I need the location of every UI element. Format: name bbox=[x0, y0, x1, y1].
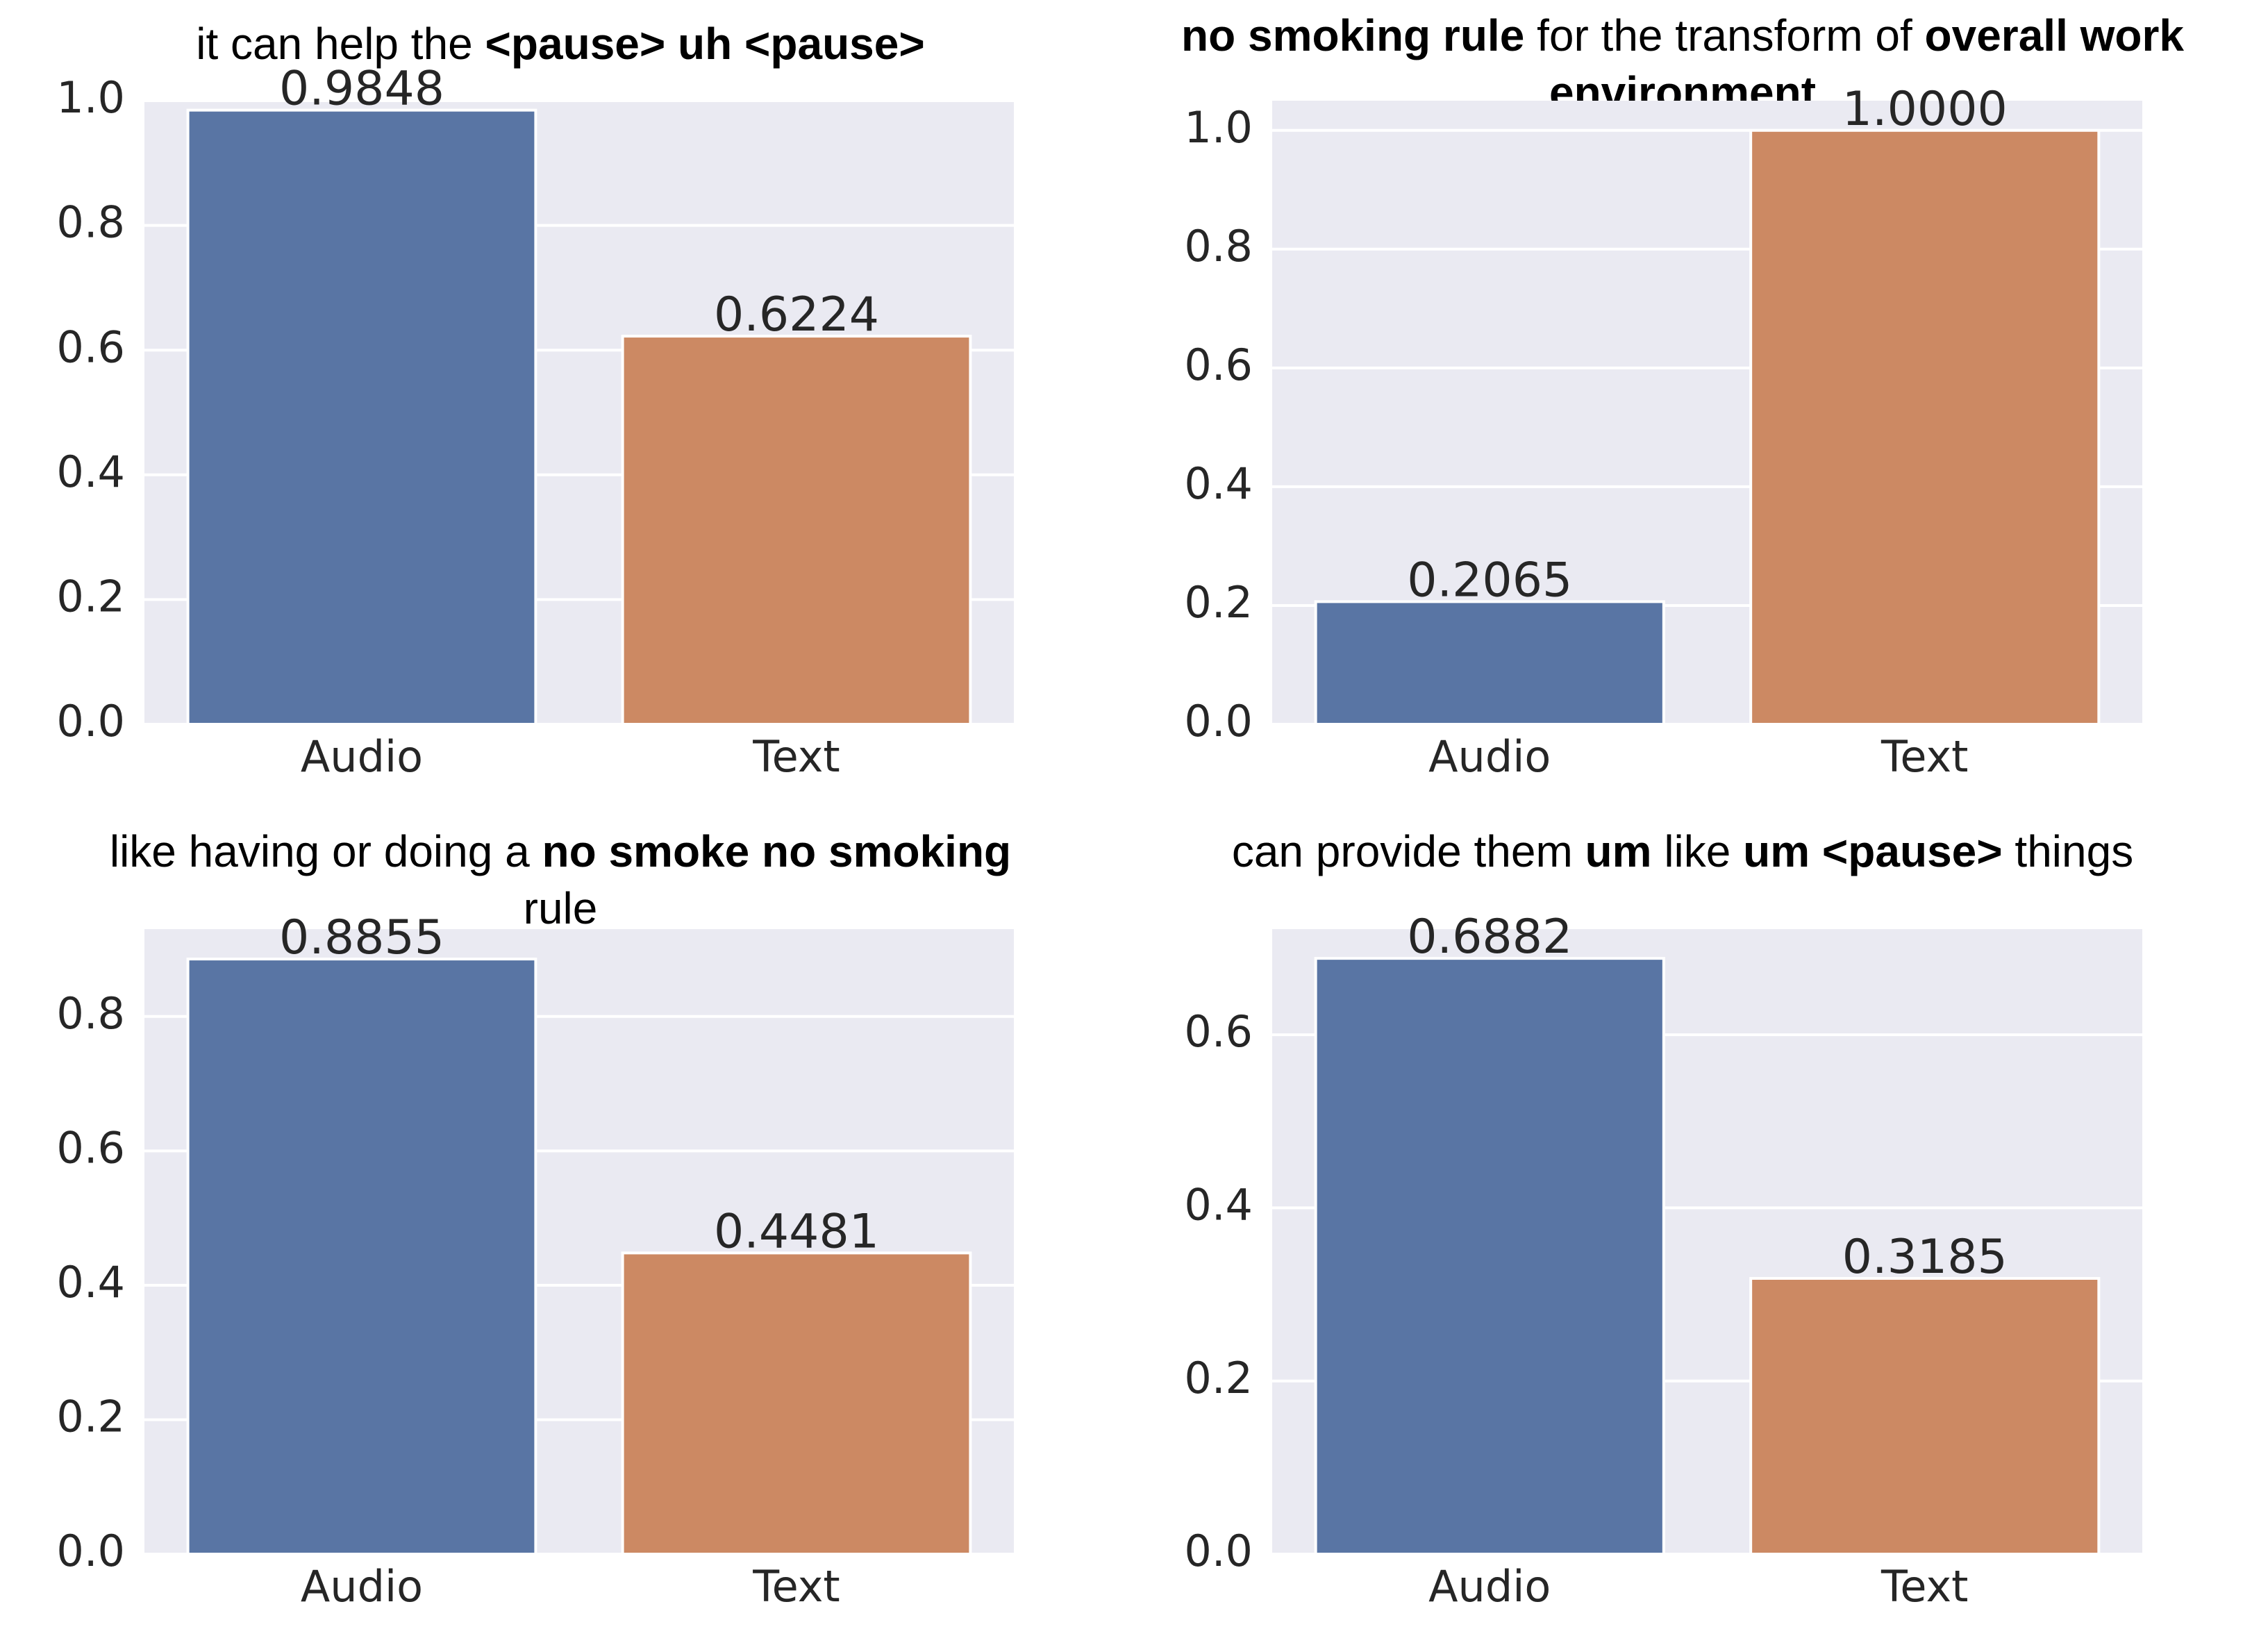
chart-3-value-label-text: 0.4481 bbox=[714, 1204, 879, 1259]
chart-1: 0.0 0.2 0.4 0.6 0.8 1.0 0.9848 Audio 0.6224 Text bbox=[56, 62, 1014, 782]
chart-4-ytick-label: 0.6 bbox=[1184, 1006, 1253, 1057]
chart-3-xtick-label-audio: Audio bbox=[301, 1561, 423, 1612]
chart-3-ytick-label: 0.4 bbox=[56, 1257, 125, 1308]
chart-2-ytick-label: 0.8 bbox=[1184, 221, 1253, 272]
chart-3-xtick-label-text: Text bbox=[752, 1561, 840, 1612]
plot-area-group: 0.00.20.40.60.81.0 0.9848Audio0.6224Text0… bbox=[56, 62, 2142, 1612]
chart-4-bar-audio bbox=[1314, 957, 1665, 1555]
chart-2-value-label-text: 1.0000 bbox=[1842, 82, 2008, 137]
chart-4-ytick-label: 0.2 bbox=[1184, 1353, 1253, 1403]
chart-1-value-label-audio: 0.9848 bbox=[279, 62, 444, 117]
chart-3-ytick-label: 0.0 bbox=[56, 1526, 125, 1576]
chart-3-bar-text bbox=[621, 1251, 972, 1556]
chart-2-ytick-label: 0.2 bbox=[1184, 577, 1253, 628]
chart-3-title: like having or doing a no smoke no smoki… bbox=[110, 826, 1011, 933]
chart-2-value-label-audio: 0.2065 bbox=[1407, 553, 1572, 608]
chart-2: 0.0 0.2 0.4 0.6 0.8 1.0 0.2065 Audio 1.0000 Text bbox=[1184, 82, 2142, 782]
chart-4-title-line-1: can provide them um like um <pause> thin… bbox=[1232, 826, 2133, 876]
chart-2-ytick-label: 0.6 bbox=[1184, 340, 1253, 390]
chart-2-title-line-1: no smoking rule for the transform of ove… bbox=[1181, 10, 2184, 60]
chart-1-xtick-label-text: Text bbox=[752, 731, 840, 782]
chart-3-ytick-label: 0.2 bbox=[56, 1392, 125, 1442]
chart-4-xtick-label-audio: Audio bbox=[1428, 1561, 1551, 1612]
chart-1-ytick-label: 0.2 bbox=[56, 571, 125, 621]
chart-2-bar-audio bbox=[1314, 600, 1665, 726]
chart-1-ytick-label: 0.6 bbox=[56, 322, 125, 372]
chart-3: 0.0 0.2 0.4 0.6 0.8 0.8855 Audio 0.4481 Text bbox=[56, 910, 1014, 1612]
chart-2-ytick-label: 0.4 bbox=[1184, 458, 1253, 509]
chart-1-ytick-label: 0.8 bbox=[56, 197, 125, 248]
chart-1-value-label-text: 0.6224 bbox=[714, 287, 879, 342]
chart-2-xtick-label-text: Text bbox=[1880, 731, 1968, 782]
chart-1-title: it can help the <pause> uh <pause> bbox=[196, 19, 924, 69]
chart-1-xtick-label-audio: Audio bbox=[301, 731, 423, 782]
chart-4-title: can provide them um like um <pause> thin… bbox=[1232, 826, 2133, 876]
chart-2-xtick-label-audio: Audio bbox=[1428, 731, 1551, 782]
chart-2-bar-text bbox=[1749, 128, 2101, 726]
chart-2-ytick-label: 0.0 bbox=[1184, 696, 1253, 746]
chart-3-ytick-label: 0.8 bbox=[56, 988, 125, 1039]
chart-4-ytick-label: 0.0 bbox=[1184, 1526, 1253, 1576]
chart-2-ytick-label: 1.0 bbox=[1184, 102, 1253, 153]
chart-1-ytick-label: 0.0 bbox=[56, 696, 125, 746]
chart-4-value-label-text: 0.3185 bbox=[1842, 1230, 2008, 1285]
chart-3-title-line-2: rule bbox=[524, 883, 598, 933]
chart-3-ytick-label: 0.6 bbox=[56, 1122, 125, 1173]
chart-3-bar-audio bbox=[186, 958, 537, 1556]
chart-3-title-line-1: like having or doing a no smoke no smoki… bbox=[110, 826, 1011, 876]
chart-1-title-line-1: it can help the <pause> uh <pause> bbox=[196, 19, 924, 69]
chart-1-bar-audio bbox=[186, 108, 537, 726]
chart-3-value-label-audio: 0.8855 bbox=[279, 910, 444, 965]
chart-1-ytick-label: 1.0 bbox=[56, 72, 125, 123]
chart-1-ytick-label: 0.4 bbox=[56, 447, 125, 497]
chart-4-xtick-label-text: Text bbox=[1880, 1561, 1968, 1612]
chart-2-title: no smoking rule for the transform of ove… bbox=[1181, 10, 2184, 117]
chart-4-bar-text bbox=[1749, 1276, 2101, 1555]
chart-1-bar-text bbox=[621, 335, 972, 726]
chart-4: 0.0 0.2 0.4 0.6 0.6882 Audio 0.3185 Text bbox=[1184, 910, 2142, 1612]
chart-4-value-label-audio: 0.6882 bbox=[1407, 910, 1572, 965]
chart-4-ytick-label: 0.4 bbox=[1184, 1179, 1253, 1230]
